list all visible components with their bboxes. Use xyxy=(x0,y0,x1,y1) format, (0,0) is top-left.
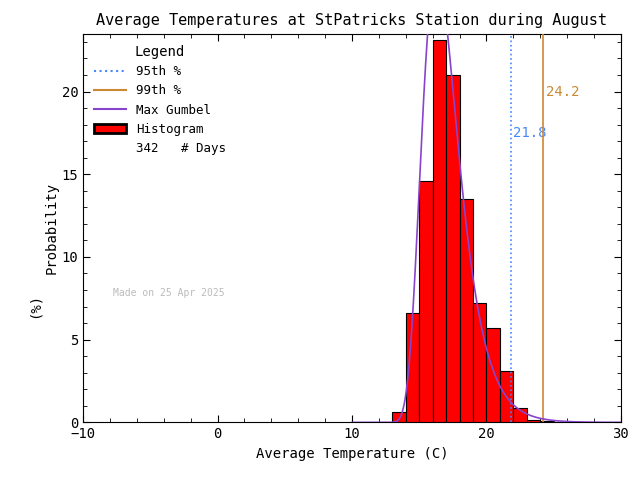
Bar xyxy=(433,40,446,422)
Bar xyxy=(446,75,460,422)
Bar xyxy=(513,408,527,422)
Text: 21.8: 21.8 xyxy=(513,126,547,140)
Bar xyxy=(406,313,419,422)
Title: Average Temperatures at StPatricks Station during August: Average Temperatures at StPatricks Stati… xyxy=(97,13,607,28)
Bar xyxy=(486,328,500,422)
Text: 24.2: 24.2 xyxy=(545,84,579,98)
X-axis label: Average Temperature (C): Average Temperature (C) xyxy=(256,447,448,461)
Y-axis label: Probability: Probability xyxy=(45,182,59,274)
Bar xyxy=(460,199,473,422)
Bar xyxy=(527,420,540,422)
Legend: 95th %, 99th %, Max Gumbel, Histogram, 342   # Days: 95th %, 99th %, Max Gumbel, Histogram, 3… xyxy=(90,40,230,160)
Bar xyxy=(540,421,554,422)
Bar xyxy=(419,181,433,422)
Text: Made on 25 Apr 2025: Made on 25 Apr 2025 xyxy=(113,288,225,298)
Bar xyxy=(473,303,486,422)
Bar xyxy=(500,371,513,422)
Bar xyxy=(392,412,406,422)
Text: (%): (%) xyxy=(28,293,42,318)
